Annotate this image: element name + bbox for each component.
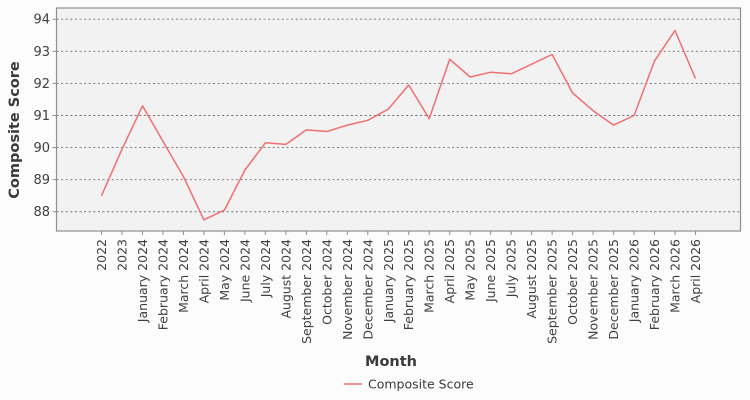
- x-tick-label: May 2025: [463, 239, 478, 301]
- plot-frame: [55, 7, 742, 232]
- plot-background: [56, 8, 741, 231]
- x-tick-label: October 2025: [565, 239, 580, 325]
- y-tick-label-92: 92: [33, 77, 50, 92]
- x-tick-label: January 2025: [381, 239, 396, 323]
- x-tick-label: April 2025: [442, 239, 457, 303]
- x-tick-label: February 2025: [401, 239, 416, 330]
- x-tick-label: September 2024: [299, 239, 314, 344]
- x-tick-label: November 2025: [586, 239, 601, 340]
- x-tick-label: June 2024: [237, 239, 252, 303]
- x-tick-label: 2022: [94, 239, 109, 271]
- x-tick-label: April 2026: [688, 239, 703, 303]
- x-tick-label: March 2024: [176, 239, 191, 313]
- x-tick-label: February 2026: [647, 239, 662, 330]
- x-tick-label: June 2025: [483, 239, 498, 303]
- y-tick-label-93: 93: [33, 45, 50, 60]
- y-tick-label-91: 91: [33, 109, 50, 124]
- x-tick-label: July 2025: [504, 239, 519, 298]
- legend: Composite Score: [344, 377, 474, 392]
- y-tick-label-89: 89: [33, 173, 50, 188]
- x-tick-label: March 2026: [668, 239, 683, 313]
- x-tick-label: November 2024: [340, 239, 355, 340]
- x-tick-label: May 2024: [217, 239, 232, 301]
- x-tick-label: December 2025: [606, 239, 621, 340]
- legend-label: Composite Score: [368, 377, 474, 392]
- plot-area: 88 89 90 91 92 93 94 2022 2023 January 2024 Februa…: [33, 7, 742, 344]
- x-tick-label: August 2025: [524, 239, 539, 319]
- x-axis-title: Month: [365, 354, 417, 370]
- y-tick-label-88: 88: [33, 205, 50, 220]
- x-tick-label: April 2024: [196, 239, 211, 303]
- x-tick-label: December 2024: [360, 239, 375, 340]
- y-tick-label-90: 90: [33, 141, 50, 156]
- x-tick-label: February 2024: [155, 239, 170, 330]
- composite-score-line: [100, 29, 697, 221]
- x-tick-label: August 2024: [278, 239, 293, 319]
- x-tick-label: October 2024: [319, 239, 334, 325]
- x-tick-label: March 2025: [422, 239, 437, 313]
- x-tick-label: September 2025: [545, 239, 560, 344]
- x-tick-label: July 2024: [258, 239, 273, 298]
- x-tick-label: January 2024: [135, 239, 150, 323]
- y-axis-title: Composite Score: [7, 61, 23, 199]
- x-tick-label: January 2026: [627, 239, 642, 323]
- x-tick-label: 2023: [114, 239, 129, 271]
- y-tick-label-94: 94: [33, 13, 50, 28]
